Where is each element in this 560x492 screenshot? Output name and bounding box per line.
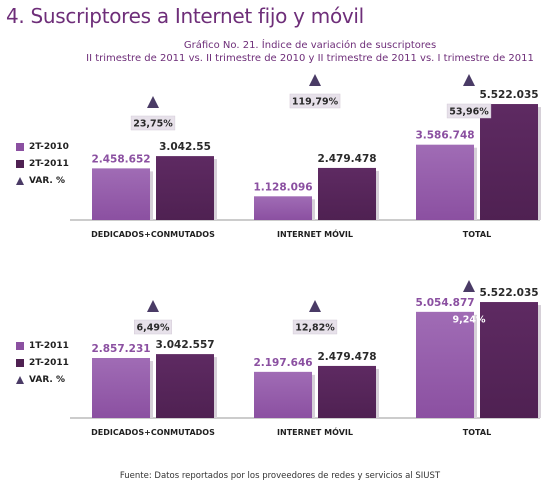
bar-series-1 [92, 357, 150, 418]
variation-arrow [309, 300, 321, 312]
variation-label: 12,82% [295, 323, 335, 334]
bar-value-label: 2.857.231 [91, 343, 150, 355]
legend-chart-2: 1T-2011 2T-2011 VAR. % [16, 337, 69, 388]
bar-value-label: 3.042.55 [159, 141, 211, 153]
legend-swatch-light [16, 142, 24, 151]
variation-label: 119,79% [292, 97, 339, 108]
variation-label-box [292, 319, 338, 335]
variation-label: 23,75% [133, 119, 173, 130]
bar-series-1 [254, 371, 312, 418]
bar-value-label: 2.197.646 [253, 357, 312, 369]
legend-item-variation: VAR. % [16, 172, 69, 189]
bar-series-2 [156, 354, 214, 418]
legend-chart-1: 2T-2010 2T-2011 VAR. % [16, 138, 69, 189]
bar-value-label: 3.042.557 [155, 339, 214, 351]
category-label: INTERNET MÓVIL [277, 426, 353, 437]
legend-swatch-light [16, 341, 24, 350]
legend-item-series-1: 2T-2010 [16, 138, 69, 155]
bar-value-label: 2.479.478 [317, 351, 376, 363]
legend-swatch-dark [16, 358, 24, 367]
legend-item-series-2: 2T-2011 [16, 354, 69, 371]
legend-label: 2T-2011 [29, 158, 69, 169]
source-note: Fuente: Datos reportados por los proveed… [119, 471, 441, 481]
bar-chart-2: 2.857.231 3.042.557 DEDICADOS+CONMUTADOS 6,… [70, 280, 541, 437]
bar-value-label: 2.458.652 [91, 153, 150, 165]
variation-arrow [463, 74, 475, 86]
variation-label-box [446, 103, 492, 119]
category-label: DEDICADOS+CONMUTADOS [91, 230, 215, 239]
variation-label-box [134, 319, 172, 335]
variation-label-box [130, 115, 176, 131]
bar-value-label: 5.522.035 [479, 287, 538, 299]
category-label: DEDICADOS+CONMUTADOS [91, 428, 215, 437]
bar-value-label: 3.586.748 [415, 130, 474, 142]
triangle-icon [16, 176, 24, 185]
variation-label: 6,49% [137, 323, 170, 334]
chart-subtitle: II trimestre de 2011 vs. II trimestre de… [86, 53, 534, 64]
legend-item-series-1: 1T-2011 [16, 337, 69, 354]
bar-value-label: 5.522.035 [479, 89, 538, 101]
triangle-icon [16, 375, 24, 384]
bar-value-label: 2.479.478 [317, 153, 376, 165]
bar-series-2 [318, 365, 376, 418]
category-label: INTERNET MÓVIL [277, 228, 353, 239]
legend-label: VAR. % [29, 374, 65, 385]
bar-series-1 [254, 196, 312, 220]
bar-series-2 [318, 167, 376, 220]
legend-item-series-2: 2T-2011 [16, 155, 69, 172]
variation-arrow [463, 280, 475, 292]
bar-value-label: 5.054.877 [415, 297, 474, 309]
legend-label: 1T-2011 [29, 340, 69, 351]
page-title: 4. Suscriptores a Internet fijo y móvil [6, 4, 364, 28]
bar-chart-1: 2.458.652 3.042.55 DEDICADOS+CONMUTADOS 23,… [70, 74, 541, 239]
variation-arrow [147, 300, 159, 312]
variation-arrow [309, 74, 321, 86]
variation-label: 9,24% [453, 315, 486, 326]
legend-label: 2T-2010 [29, 141, 69, 152]
variation-label: 53,96% [449, 107, 489, 118]
chart-title: Gráfico No. 21. Índice de variación de s… [183, 40, 437, 51]
legend-label: 2T-2011 [29, 357, 69, 368]
bar-value-label: 1.128.096 [253, 181, 312, 193]
category-label: TOTAL [463, 428, 491, 437]
legend-label: VAR. % [29, 175, 65, 186]
bar-series-2 [480, 104, 538, 220]
bar-series-1 [416, 311, 474, 418]
bar-series-2 [480, 302, 538, 418]
legend-swatch-dark [16, 159, 24, 168]
category-label: TOTAL [463, 230, 491, 239]
variation-arrow [147, 96, 159, 108]
bar-series-1 [92, 168, 150, 220]
legend-item-variation: VAR. % [16, 371, 69, 388]
variation-label-box [289, 93, 341, 109]
bar-series-2 [156, 156, 214, 220]
bar-series-1 [416, 144, 474, 220]
